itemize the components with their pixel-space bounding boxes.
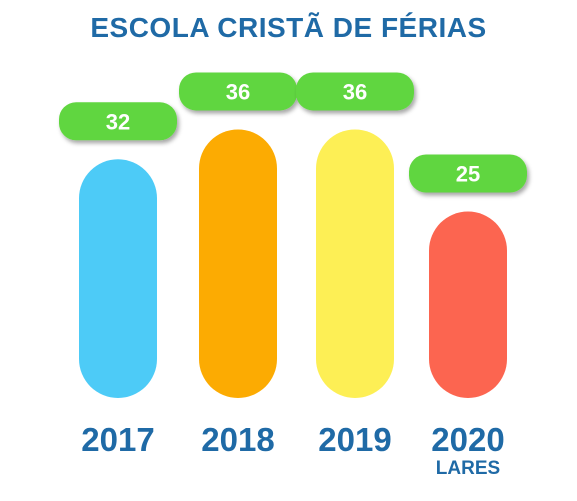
value-badge-2018 xyxy=(179,72,297,111)
value-badge-2017 xyxy=(59,102,177,141)
value-label-2020: 25 xyxy=(456,162,480,187)
bar-2019 xyxy=(316,129,394,398)
bar-2018 xyxy=(199,129,277,398)
bar-2020 xyxy=(429,211,507,398)
category-label-2017: 2017 xyxy=(81,421,155,458)
chart-title: ESCOLA CRISTÃ DE FÉRIAS xyxy=(90,12,487,43)
category-label-2018: 2018 xyxy=(201,421,275,458)
value-label-2018: 36 xyxy=(226,79,250,104)
category-label-2019: 2019 xyxy=(318,421,392,458)
value-label-2017: 32 xyxy=(106,109,130,134)
value-badge-2020 xyxy=(409,154,527,193)
category-label-2020: 2020 xyxy=(431,421,505,458)
bar-2017 xyxy=(79,159,157,398)
value-label-2019: 36 xyxy=(343,79,367,104)
category-sublabel-2020: LARES xyxy=(435,458,501,479)
value-badge-2019 xyxy=(296,72,414,111)
